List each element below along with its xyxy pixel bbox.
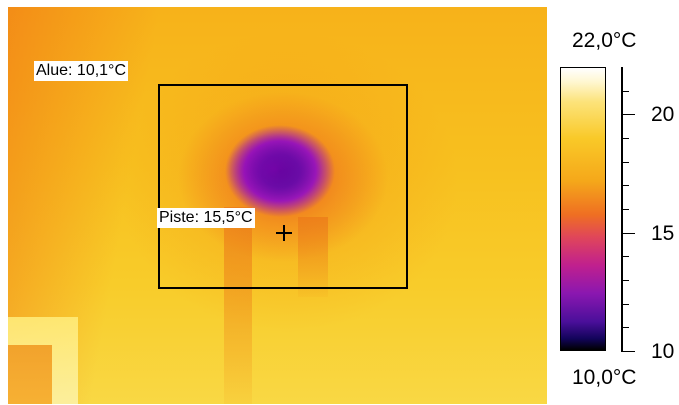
scale-minor-tick bbox=[621, 138, 629, 139]
scale-minor-tick bbox=[621, 256, 629, 257]
scale-minor-tick bbox=[621, 280, 629, 281]
scale-minor-tick bbox=[621, 185, 629, 186]
scale-minor-tick bbox=[621, 327, 629, 328]
scale-major-tick bbox=[621, 114, 635, 115]
spot-temperature-label: Piste: 15,5°C bbox=[157, 208, 255, 228]
scale-major-tick bbox=[621, 351, 635, 352]
cold-streak bbox=[298, 217, 328, 297]
scale-minor-tick bbox=[621, 162, 629, 163]
floor-edge bbox=[8, 345, 52, 404]
scale-min-label: 10,0°C bbox=[572, 366, 637, 389]
scale-ticks bbox=[612, 67, 642, 353]
scale-max-label: 22,0°C bbox=[572, 29, 637, 52]
scale-tick-20: 20 bbox=[651, 103, 675, 126]
scale-tick-15: 15 bbox=[651, 222, 675, 245]
cold-streak bbox=[224, 207, 252, 404]
spot-crosshair-icon[interactable] bbox=[276, 225, 292, 241]
scale-minor-tick bbox=[621, 209, 629, 210]
scale-minor-tick bbox=[621, 91, 629, 92]
scale-major-tick bbox=[621, 233, 635, 234]
scale-minor-tick bbox=[621, 304, 629, 305]
color-scale-bar bbox=[560, 67, 606, 351]
measurement-area-box[interactable] bbox=[158, 84, 408, 289]
thermal-image bbox=[8, 7, 547, 404]
area-temperature-label: Alue: 10,1°C bbox=[34, 61, 129, 81]
scale-tick-10: 10 bbox=[651, 340, 675, 363]
